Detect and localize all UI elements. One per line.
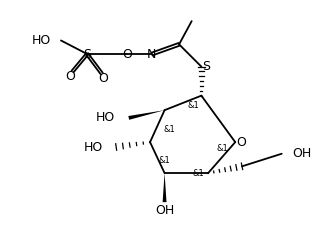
- Text: &1: &1: [163, 125, 175, 134]
- Text: &1: &1: [217, 144, 228, 153]
- Text: O: O: [99, 72, 109, 85]
- Text: OH: OH: [155, 204, 174, 217]
- Text: HO: HO: [83, 141, 103, 155]
- Text: S: S: [83, 49, 91, 61]
- Polygon shape: [128, 110, 165, 120]
- Text: &1: &1: [192, 169, 204, 178]
- Text: &1: &1: [159, 156, 171, 165]
- Text: N: N: [146, 49, 156, 61]
- Text: OH: OH: [292, 147, 312, 160]
- Text: &1: &1: [188, 101, 199, 110]
- Text: O: O: [236, 136, 246, 149]
- Polygon shape: [163, 173, 167, 202]
- Text: O: O: [122, 48, 132, 61]
- Text: O: O: [66, 70, 76, 83]
- Text: S: S: [202, 60, 210, 73]
- Text: HO: HO: [32, 34, 51, 47]
- Text: HO: HO: [96, 111, 115, 125]
